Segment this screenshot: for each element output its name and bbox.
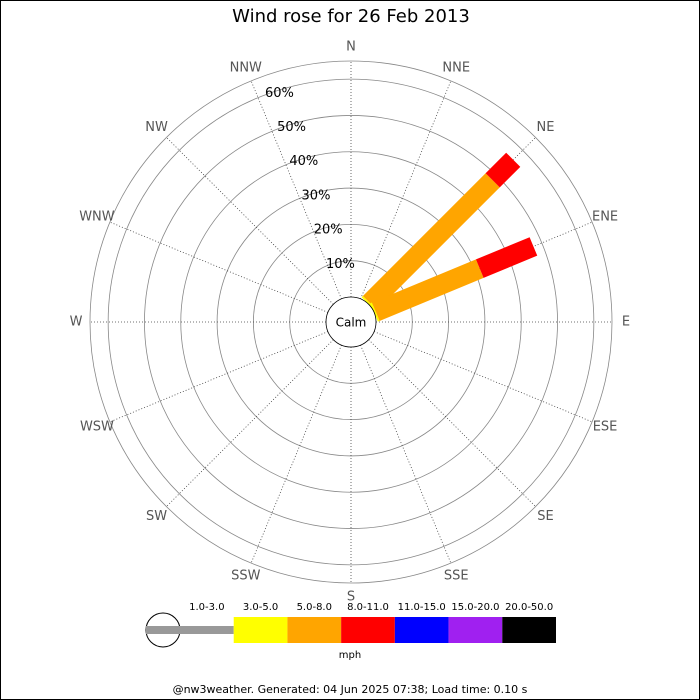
spoke	[166, 137, 334, 305]
direction-label: S	[347, 590, 355, 605]
legend: Calm mph 1.0-3.03.0-5.05.0-8.08.0-11.011…	[145, 602, 556, 661]
spoke	[360, 80, 452, 300]
direction-label: SE	[537, 509, 553, 524]
direction-label: SW	[146, 509, 167, 524]
rose-bar	[370, 302, 380, 322]
plot: N NNE NE ENE E ESE SE SSE S SSW SW WSW W WNW NW NNW 10% 2…	[70, 40, 631, 605]
legend-swatch	[287, 617, 342, 643]
legend-label: 5.0-8.0	[297, 602, 332, 613]
chart-title: Wind rose for 26 Feb 2013	[232, 6, 470, 27]
legend-swatch	[341, 617, 395, 643]
r-tick-label: 20%	[314, 223, 343, 238]
r-tick-label: 50%	[277, 120, 306, 135]
spoke	[250, 344, 342, 564]
legend-label: 3.0-5.0	[243, 602, 278, 613]
calm-circle	[325, 296, 377, 348]
spoke	[109, 331, 329, 423]
legend-label: 1.0-3.0	[189, 602, 224, 613]
direction-label: WSW	[80, 420, 114, 435]
legend-unit: mph	[339, 650, 361, 661]
legend-label: 11.0-15.0	[398, 602, 446, 613]
direction-label: WNW	[79, 209, 115, 224]
r-tick-label: 60%	[265, 86, 294, 101]
direction-label: W	[70, 315, 83, 330]
legend-label: 20.0-50.0	[505, 602, 553, 613]
direction-label: SSE	[444, 569, 469, 584]
spoke	[250, 80, 342, 300]
legend-swatch	[233, 617, 288, 643]
direction-label: N	[346, 40, 356, 55]
legend-label: 8.0-11.0	[347, 602, 389, 613]
direction-label: NW	[145, 120, 168, 135]
direction-label: ESE	[593, 420, 618, 435]
legend-swatch	[502, 617, 556, 643]
direction-label: NE	[536, 120, 554, 135]
legend-label: 15.0-20.0	[451, 602, 499, 613]
r-tick-label: 40%	[289, 154, 318, 169]
spoke	[360, 344, 452, 564]
direction-label: NNE	[442, 60, 470, 75]
r-tick-label: 30%	[302, 188, 331, 203]
outer-ring	[89, 60, 613, 584]
rose-bar	[475, 237, 538, 278]
direction-label: NNW	[230, 60, 262, 75]
spoke	[166, 339, 334, 507]
direction-label: E	[622, 315, 630, 330]
calm-label: Calm	[336, 316, 367, 330]
r-tick-label: 10%	[326, 257, 355, 272]
rose-bar	[362, 173, 500, 311]
grid-ring	[144, 115, 558, 529]
spoke	[109, 221, 329, 313]
rose-bar	[485, 152, 521, 188]
legend-swatch	[448, 617, 503, 643]
rose-bar	[371, 259, 484, 321]
grid-ring	[180, 151, 522, 493]
direction-label: ENE	[592, 209, 618, 224]
grid-ring	[107, 78, 595, 566]
spoke	[368, 339, 536, 507]
legend-swatch	[180, 626, 234, 634]
spoke	[373, 331, 593, 423]
footer: @nw3weather. Generated: 04 Jun 2025 07:3…	[173, 683, 528, 696]
legend-swatch	[394, 617, 449, 643]
direction-label: SSW	[231, 569, 261, 584]
